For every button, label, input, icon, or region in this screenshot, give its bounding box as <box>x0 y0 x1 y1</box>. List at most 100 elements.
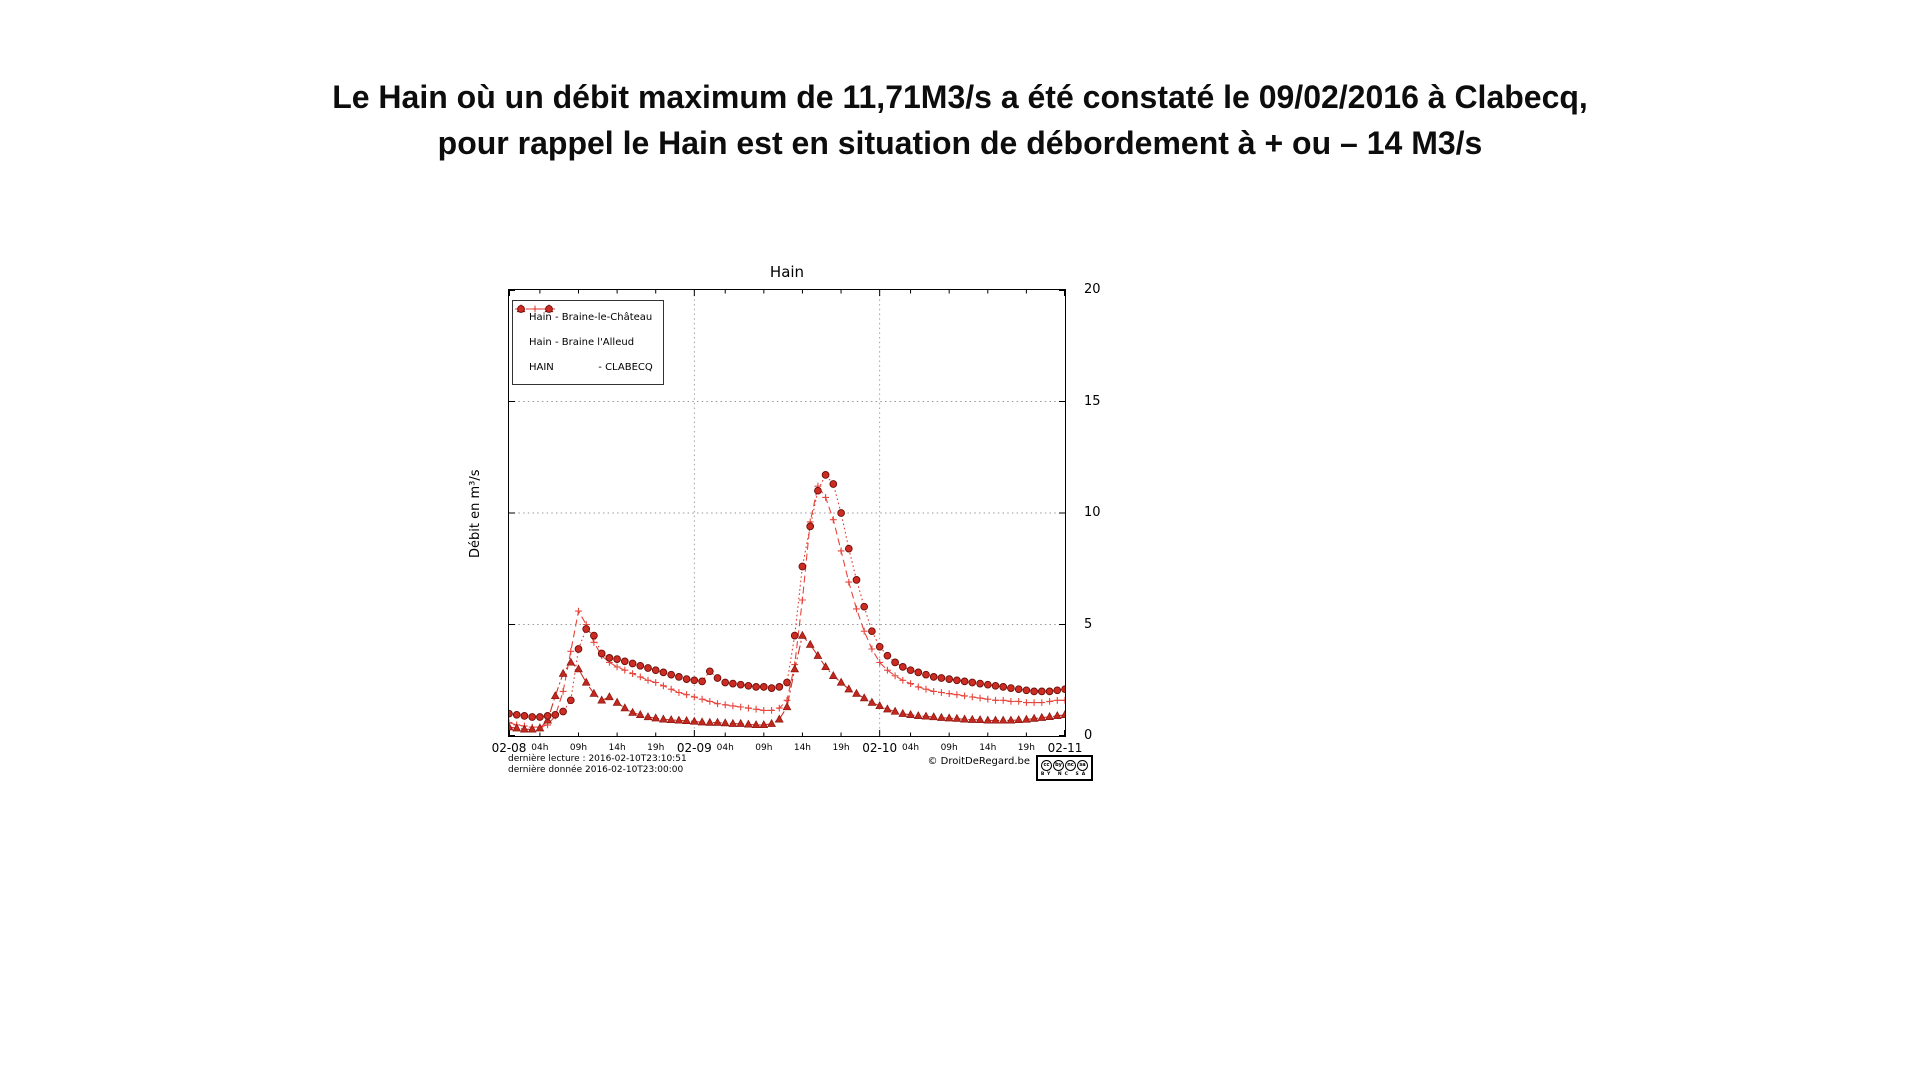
triangle-marker <box>535 723 545 732</box>
footnote-last-reading: dernière lecture : 2016-02-10T23:10:51 <box>508 754 687 764</box>
plus-marker <box>575 607 582 615</box>
x-minor-tick-label: 19h <box>1017 743 1035 753</box>
plus-marker <box>729 702 737 710</box>
triangle-marker <box>867 697 877 706</box>
plus-marker <box>1030 699 1038 706</box>
circle-marker <box>852 576 861 584</box>
cc-icon: cc <box>1041 759 1052 771</box>
plus-marker <box>945 690 953 697</box>
circle-marker <box>536 713 544 721</box>
circle-marker <box>1022 686 1031 695</box>
circle-marker <box>509 709 513 718</box>
plus-marker <box>752 705 760 713</box>
circle-marker <box>922 670 930 679</box>
plus-marker <box>652 679 660 686</box>
triangle-marker <box>798 630 807 639</box>
triangle-marker <box>890 706 900 715</box>
circle-marker <box>566 696 575 705</box>
plus-marker <box>961 692 968 700</box>
triangle-marker <box>790 664 800 673</box>
triangle-marker <box>643 712 653 721</box>
plus-marker <box>621 666 629 674</box>
circle-marker <box>636 661 645 670</box>
plus-marker <box>799 596 806 604</box>
x-minor-tick-label: 19h <box>832 743 850 753</box>
circle-marker <box>736 680 745 689</box>
circle-marker <box>729 679 737 688</box>
plus-marker <box>953 691 961 699</box>
circle-marker <box>775 683 784 691</box>
circle-marker <box>898 663 907 671</box>
y-tick-label: 5 <box>1084 616 1093 632</box>
circle-marker <box>953 676 961 685</box>
series-braine-l-alleud <box>509 630 1065 733</box>
plus-marker <box>636 673 644 681</box>
plus-marker <box>559 688 567 695</box>
triangle-marker <box>589 688 599 697</box>
circle-marker <box>543 712 552 720</box>
circle-marker <box>651 666 660 675</box>
triangle-marker <box>883 704 892 713</box>
plus-marker <box>1015 698 1023 705</box>
plus-marker <box>822 494 829 501</box>
triangle-marker <box>628 707 637 716</box>
circle-marker <box>968 678 977 687</box>
circle-marker <box>759 683 768 691</box>
slide-title-line1: Le Hain où un débit maximum de 11,71M3/s… <box>332 79 1588 115</box>
circle-marker <box>937 674 946 682</box>
circle-marker <box>659 668 668 677</box>
plus-marker <box>613 663 621 671</box>
circle-marker <box>875 642 884 651</box>
cc-license-badge: cc by nc sa BY NC SA <box>1036 755 1093 781</box>
x-minor-tick-label: 09h <box>940 743 958 753</box>
circle-marker <box>837 509 845 517</box>
triangle-marker <box>975 715 985 724</box>
circle-marker <box>914 668 923 677</box>
triangle-marker <box>859 693 869 702</box>
plus-marker <box>760 707 768 714</box>
circle-marker <box>1045 687 1054 696</box>
plus-marker <box>845 578 853 586</box>
plus-marker <box>745 704 752 712</box>
plus-marker <box>1046 698 1053 705</box>
triangle-marker <box>913 711 923 720</box>
circle-marker <box>512 710 521 719</box>
x-minor-tick-label: 04h <box>531 743 549 753</box>
slide-title: Le Hain où un débit maximum de 11,71M3/s… <box>0 74 1920 166</box>
plus-marker <box>690 693 698 701</box>
triangle-marker <box>1045 711 1054 720</box>
cc-icons-row: cc by nc sa <box>1041 759 1088 771</box>
plus-marker <box>938 689 945 696</box>
plus-marker <box>1053 696 1061 704</box>
plus-marker <box>721 701 729 709</box>
triangle-marker <box>581 677 591 686</box>
circle-marker <box>713 674 722 682</box>
plus-marker <box>999 696 1007 704</box>
series-clabecq <box>509 471 1065 721</box>
triangle-marker <box>558 668 568 677</box>
y-tick-label: 15 <box>1084 393 1101 409</box>
triangle-marker <box>1037 712 1047 721</box>
plus-marker <box>884 666 891 674</box>
triangle-marker <box>1029 713 1039 722</box>
triangle-marker <box>720 718 730 727</box>
plus-marker <box>1038 699 1046 706</box>
circle-marker <box>991 681 1000 690</box>
x-minor-tick-label: 14h <box>979 743 997 753</box>
triangle-marker <box>566 657 576 666</box>
triangle-marker <box>697 717 707 726</box>
triangle-marker <box>836 677 846 686</box>
circle-marker <box>605 654 614 662</box>
plus-marker <box>683 691 690 699</box>
triangle-marker <box>520 724 529 733</box>
triangle-marker <box>666 715 676 724</box>
triangle-marker <box>929 712 939 721</box>
circle-marker <box>628 659 637 668</box>
sa-icon: sa <box>1077 759 1088 771</box>
plus-marker <box>914 683 922 691</box>
plus-marker <box>706 698 714 705</box>
triangle-marker <box>983 715 993 724</box>
triangle-marker <box>509 722 514 731</box>
triangle-marker <box>751 720 761 729</box>
